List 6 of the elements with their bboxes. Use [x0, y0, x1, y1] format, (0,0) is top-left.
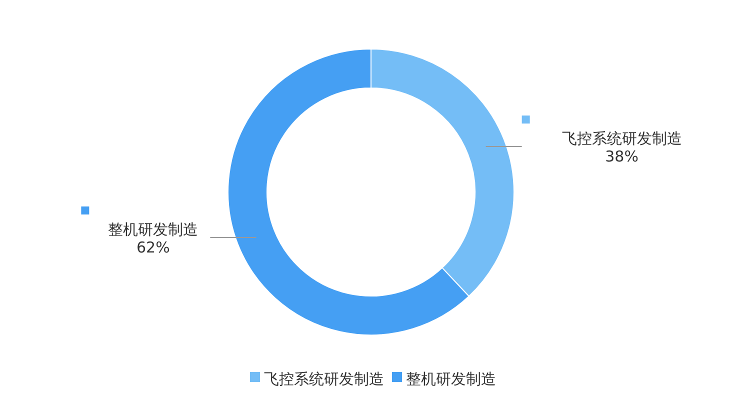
- slice-label: 整机研发制造: [108, 220, 198, 238]
- slice-label: 飞控系统研发制造: [562, 130, 682, 148]
- legend-label: 飞控系统研发制造: [264, 370, 384, 388]
- data-label: 38%: [605, 148, 638, 166]
- legend-label: 整机研发制造: [406, 370, 496, 388]
- data-label: 62%: [136, 238, 170, 256]
